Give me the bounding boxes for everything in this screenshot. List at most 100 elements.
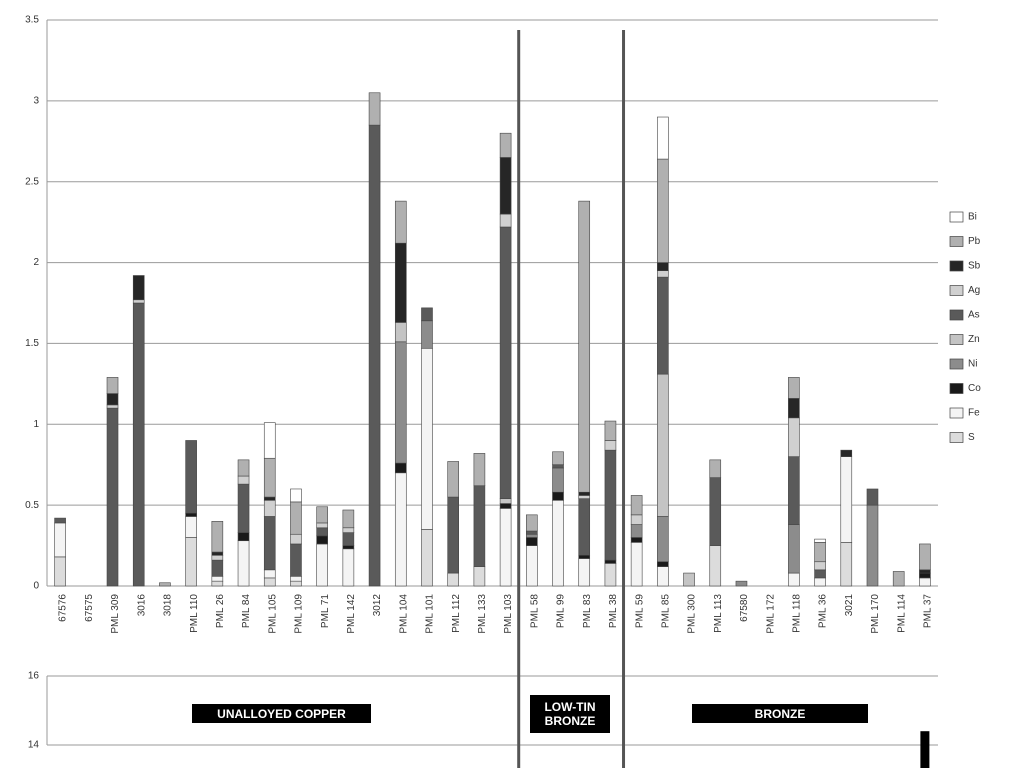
bar-segment xyxy=(394,472,407,587)
x-tick-label: PML 300 xyxy=(687,594,698,634)
bar-segment xyxy=(499,213,512,228)
bar-segment xyxy=(709,477,722,546)
group-label: UNALLOYED COPPER xyxy=(192,704,371,723)
bar-segment xyxy=(604,449,617,561)
bar-segment xyxy=(788,456,800,525)
x-tick-label: 67580 xyxy=(739,594,750,622)
bar-segment xyxy=(473,453,486,487)
x-tick-label: PML 37 xyxy=(923,594,934,629)
bar-segment xyxy=(814,542,826,563)
bar-segment xyxy=(499,498,512,504)
legend-swatch xyxy=(949,383,964,394)
bar-segment xyxy=(132,299,145,304)
y-tick-label: 2 xyxy=(33,257,39,268)
legend-label: Pb xyxy=(968,236,981,247)
bar-segment xyxy=(421,320,433,349)
bar-segment xyxy=(211,575,224,582)
x-tick-label: PML 109 xyxy=(294,594,305,634)
bar-segment xyxy=(709,545,722,587)
x-tick-label: PML 38 xyxy=(608,594,619,629)
x-tick-label: PML 83 xyxy=(582,594,593,629)
y-tick-label: 16 xyxy=(28,671,40,682)
y-tick-label: 1 xyxy=(33,419,39,430)
bar-segment xyxy=(630,524,643,538)
bar-segment xyxy=(106,393,119,406)
bar-segment xyxy=(237,483,250,533)
bar-segment xyxy=(657,561,669,567)
legend-label: Ag xyxy=(968,285,980,296)
x-tick-label: 67576 xyxy=(58,594,69,622)
bar-segment xyxy=(604,420,617,441)
x-tick-label: PML 104 xyxy=(398,594,409,634)
x-tick-label: PML 26 xyxy=(215,594,226,629)
y-tick-label: 0.5 xyxy=(25,500,39,511)
bar-segment xyxy=(421,529,433,587)
bar-segment xyxy=(263,496,276,501)
bar-segment xyxy=(814,569,826,579)
bar-segment xyxy=(54,517,66,524)
legend-label: Zn xyxy=(968,334,980,345)
x-tick-label: PML 309 xyxy=(110,594,121,634)
bar-segment xyxy=(840,456,853,543)
bar-segment xyxy=(526,537,538,546)
x-tick-label: PML 114 xyxy=(896,594,907,633)
legend-swatch xyxy=(949,309,964,321)
legend-swatch xyxy=(949,211,964,223)
bar-segment xyxy=(394,462,407,474)
bar-segment xyxy=(866,504,879,587)
x-tick-label: PML 133 xyxy=(477,594,488,634)
bar-segment xyxy=(814,561,826,571)
y-tick-label: 14 xyxy=(28,740,40,751)
x-tick-label: PML 58 xyxy=(529,594,540,629)
bar-segment xyxy=(421,347,433,530)
legend-label: Co xyxy=(968,383,981,394)
bar-segment xyxy=(604,440,617,451)
legend-label: Bi xyxy=(968,212,977,223)
bar-segment xyxy=(368,92,381,126)
bar-segment xyxy=(630,542,643,587)
bar-segment xyxy=(263,516,276,571)
bar-segment xyxy=(919,569,931,574)
bar-segment xyxy=(788,524,800,574)
bar-segment xyxy=(211,559,224,577)
bar-segment xyxy=(263,499,276,517)
bar-segment xyxy=(788,398,800,419)
bar-segment xyxy=(709,459,722,478)
bar-segment xyxy=(342,527,355,533)
x-tick-label: PML 105 xyxy=(267,594,278,634)
bar-segment xyxy=(263,457,276,498)
bar-segment xyxy=(657,262,669,271)
bar-segment xyxy=(263,422,276,459)
bar xyxy=(920,731,930,768)
bar-segment xyxy=(185,440,197,514)
x-tick-label: 3012 xyxy=(372,594,383,617)
bar-segment xyxy=(473,485,486,567)
bar-segment xyxy=(290,580,302,587)
y-tick-label: 1.5 xyxy=(25,338,39,349)
bar-segment xyxy=(132,302,145,587)
bar-segment xyxy=(421,307,433,322)
x-tick-label: PML 36 xyxy=(818,594,829,629)
bar-segment xyxy=(499,508,512,587)
x-tick-label: 67575 xyxy=(84,594,95,622)
bar-segment xyxy=(630,495,643,516)
bar-segment xyxy=(788,572,800,587)
legend-label: Sb xyxy=(968,261,981,272)
x-tick-label: PML 103 xyxy=(503,594,514,634)
bar-segment xyxy=(526,530,538,535)
bar-segment xyxy=(630,514,643,525)
bar-segment xyxy=(211,551,224,556)
bar-segment xyxy=(237,540,250,587)
y-tick-label: 2.5 xyxy=(25,176,39,187)
legend-swatch xyxy=(949,285,964,296)
legend-swatch xyxy=(949,407,964,419)
bar-segment xyxy=(290,501,302,535)
bar-segment xyxy=(919,577,931,587)
bar-segment xyxy=(552,491,564,501)
bar-segment xyxy=(657,158,669,263)
y-tick-label: 3.5 xyxy=(25,15,39,26)
bar-segment xyxy=(919,543,931,571)
bar-segment xyxy=(657,276,669,375)
bar-segment xyxy=(237,475,250,485)
